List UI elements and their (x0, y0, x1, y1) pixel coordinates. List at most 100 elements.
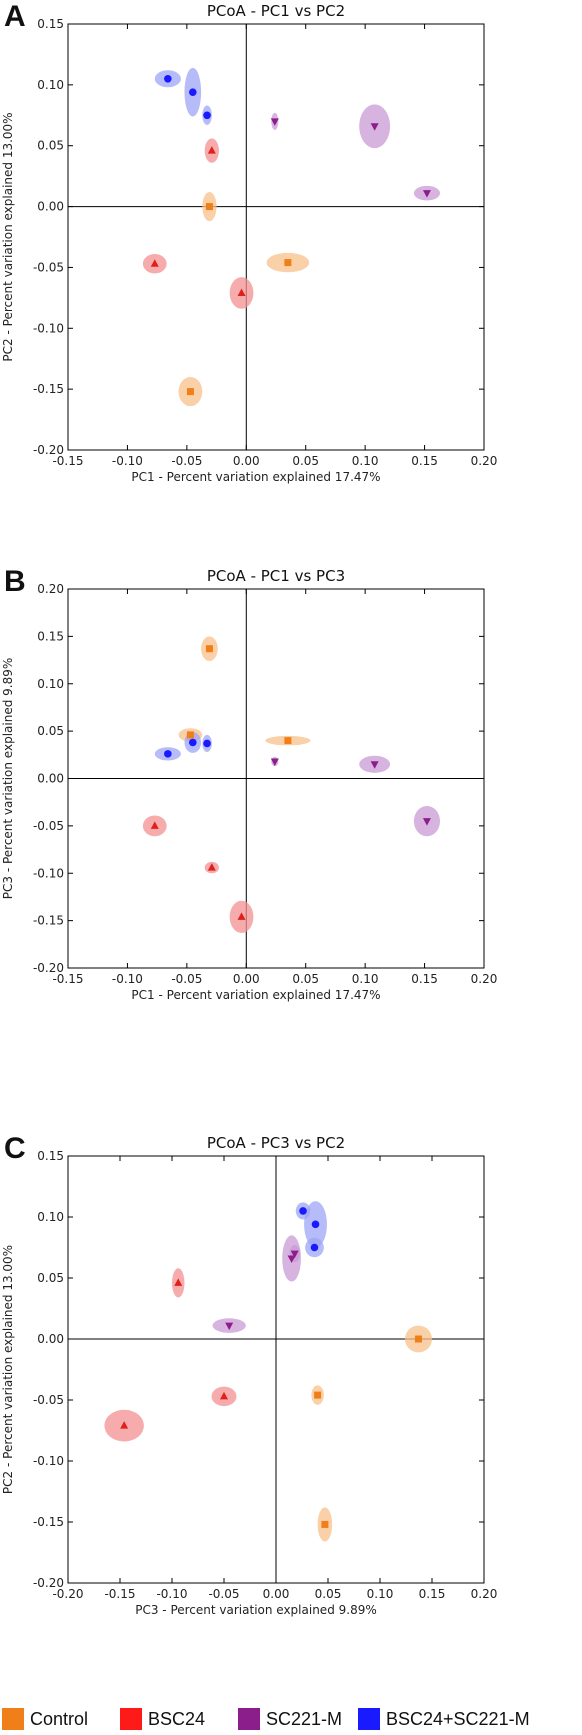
y-tick-label: -0.15 (33, 382, 64, 396)
x-tick-label: 0.15 (419, 1587, 446, 1601)
legend-swatch (238, 1708, 260, 1730)
y-tick-label: 0.00 (37, 1332, 64, 1346)
y-tick-label: -0.05 (33, 260, 64, 274)
data-point (270, 758, 279, 766)
x-tick-label: -0.15 (104, 1587, 135, 1601)
y-tick-label: -0.10 (33, 1454, 64, 1468)
data-point (150, 259, 159, 267)
y-tick-label: 0.00 (37, 200, 64, 214)
x-tick-label: 0.00 (233, 972, 260, 986)
x-tick-label: -0.10 (156, 1587, 187, 1601)
x-axis-label: PC3 - Percent variation explained 9.89% (135, 1603, 377, 1617)
data-point (314, 1391, 322, 1399)
x-tick-label: 0.20 (471, 972, 498, 986)
x-axis-label: PC1 - Percent variation explained 17.47% (131, 470, 380, 484)
data-point (290, 1250, 299, 1259)
x-tick-label: 0.10 (352, 454, 379, 468)
y-tick-label: -0.20 (33, 961, 64, 975)
data-point (284, 259, 292, 267)
chart-title: PCoA - PC3 vs PC2 (207, 1134, 345, 1152)
x-tick-label: -0.05 (171, 454, 202, 468)
data-point (237, 288, 246, 296)
data-point (237, 912, 246, 920)
y-axis-label: PC3 - Percent variation explained 9.89% (1, 658, 15, 900)
data-point (299, 1207, 307, 1215)
plot-frame (67, 23, 485, 451)
y-tick-label: -0.05 (33, 819, 64, 833)
panel-letter: B (4, 565, 26, 598)
x-tick-label: 0.20 (471, 1587, 498, 1601)
y-tick-label: 0.15 (37, 1149, 64, 1163)
data-point (311, 1220, 320, 1229)
x-tick-label: -0.05 (171, 972, 202, 986)
data-point (220, 1391, 228, 1400)
y-tick-label: -0.15 (33, 1515, 64, 1529)
x-tick-label: -0.20 (52, 1587, 83, 1601)
legend-item-sc221-m: SC221-M (238, 1708, 342, 1730)
y-tick-label: 0.10 (37, 1210, 64, 1224)
legend-item-bsc24-sc221-m: BSC24+SC221-M (358, 1708, 530, 1730)
data-point (203, 111, 211, 120)
data-point (205, 203, 213, 211)
legend-item-control: Control (2, 1708, 88, 1730)
x-tick-label: 0.05 (292, 972, 319, 986)
y-tick-label: 0.05 (37, 1271, 64, 1285)
data-point (225, 1322, 234, 1331)
x-tick-label: 0.10 (367, 1587, 394, 1601)
y-tick-label: 0.00 (37, 772, 64, 786)
panel-b: PCoA - PC1 vs PC3 -0.15 -0.10 -0.05 0.00 0.05… (0, 565, 582, 1135)
panel-letter: C (4, 1132, 26, 1165)
x-tick-label: 0.15 (411, 972, 438, 986)
data-point (150, 821, 159, 829)
y-tick-label: -0.10 (33, 321, 64, 335)
y-tick-label: 0.10 (37, 78, 64, 92)
data-point (321, 1520, 329, 1528)
data-point (270, 118, 279, 126)
data-point (284, 737, 292, 745)
x-tick-label: 0.05 (315, 1587, 342, 1601)
x-tick-label: -0.05 (208, 1587, 239, 1601)
y-tick-label: 0.10 (37, 677, 64, 691)
data-point (186, 731, 194, 739)
y-tick-label: -0.05 (33, 1393, 64, 1407)
chart-title: PCoA - PC1 vs PC2 (207, 2, 345, 20)
legend-label: BSC24 (148, 1708, 206, 1729)
data-point (414, 1335, 422, 1343)
data-point (164, 74, 172, 83)
x-tick-label: -0.15 (52, 972, 83, 986)
y-axis-label: PC2 - Percent variation explained 13.00% (1, 1245, 15, 1494)
legend-swatch (120, 1708, 142, 1730)
data-point (189, 738, 197, 747)
x-axis-label: PC1 - Percent variation explained 17.47% (131, 988, 380, 1002)
data-point (207, 863, 216, 871)
y-axis-label: PC2 - Percent variation explained 13.00% (1, 112, 15, 361)
legend-label: SC221-M (266, 1708, 343, 1729)
x-tick-label: 0.15 (411, 454, 438, 468)
legend-label: Control (30, 1708, 89, 1729)
x-tick-label: 0.00 (233, 454, 260, 468)
x-tick-label: 0.20 (471, 454, 498, 468)
pcoa-plot-c: PCoA - PC3 vs PC2 -0.20 -0.15 -0.10 -0.05 0.0… (1, 1134, 498, 1617)
x-tick-label: -0.10 (112, 972, 143, 986)
legend-label: BSC24+SC221-M (386, 1708, 530, 1729)
y-tick-label: 0.05 (37, 139, 64, 153)
data-point (287, 1255, 296, 1263)
legend-swatch (2, 1708, 24, 1730)
x-tick-label: 0.05 (292, 454, 319, 468)
pcoa-plot-a: PCoA - PC1 vs PC2 -0.15 -0.10 -0.05 0.00 0.05… (1, 2, 498, 484)
y-tick-label: 0.20 (37, 582, 64, 596)
panel-letter: A (4, 0, 26, 33)
x-tick-label: 0.10 (352, 972, 379, 986)
data-point (310, 1243, 319, 1252)
data-point (207, 146, 216, 154)
data-point (189, 88, 197, 96)
legend-item-bsc24: BSC24 (120, 1708, 205, 1730)
data-point (422, 190, 431, 198)
y-tick-label: -0.20 (33, 1576, 64, 1590)
y-tick-label: 0.15 (37, 629, 64, 643)
data-point (203, 739, 211, 748)
data-point (186, 388, 194, 396)
data-point (370, 761, 379, 769)
y-tick-label: 0.15 (37, 17, 64, 31)
y-tick-label: -0.20 (33, 443, 64, 457)
